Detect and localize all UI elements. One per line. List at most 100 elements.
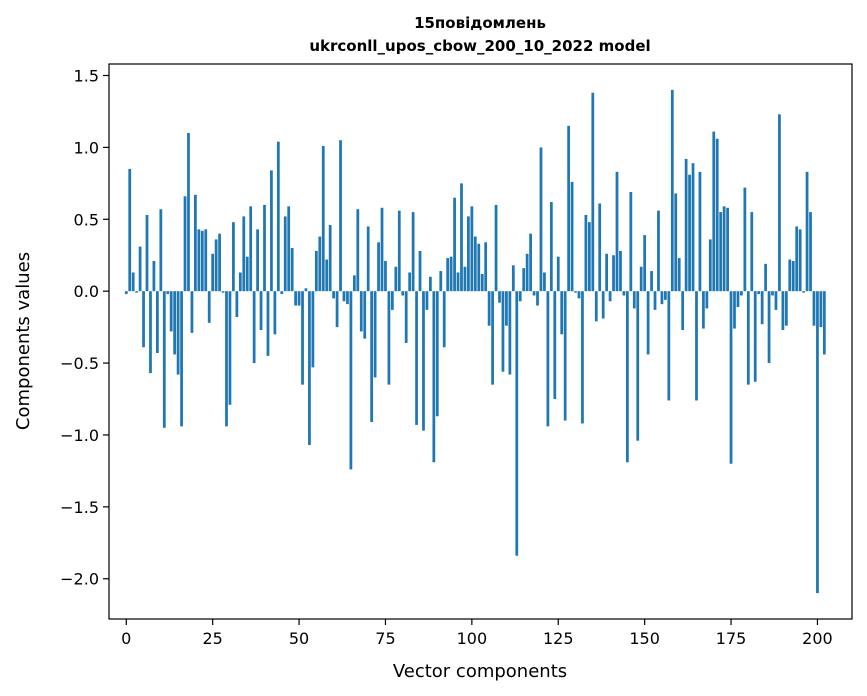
bar-component-44 xyxy=(276,141,280,292)
bar-component-82 xyxy=(408,272,412,292)
bar-component-136 xyxy=(594,291,598,322)
bar-component-67 xyxy=(356,209,360,292)
bar-component-12 xyxy=(166,291,170,295)
x-ticks-group: 0 25 50 75 100 125 150 175 200 xyxy=(121,619,833,648)
bar-component-38 xyxy=(256,229,259,292)
bar-component-2 xyxy=(131,272,135,292)
bar-component-71 xyxy=(370,291,374,423)
bar-component-45 xyxy=(280,291,284,295)
bar-component-151 xyxy=(646,291,650,355)
x-tick-label: 200 xyxy=(802,629,833,648)
bar-component-178 xyxy=(740,291,743,296)
bar-component-35 xyxy=(245,256,249,292)
bar-component-13 xyxy=(169,291,173,332)
bar-component-25 xyxy=(211,253,215,292)
bar-component-51 xyxy=(301,291,304,385)
bar-component-187 xyxy=(771,291,774,296)
bar-component-135 xyxy=(591,92,595,292)
bar-component-40 xyxy=(263,204,266,292)
bar-component-49 xyxy=(294,291,297,306)
bar-component-147 xyxy=(632,291,636,309)
bar-component-150 xyxy=(643,235,647,292)
bar-component-118 xyxy=(532,291,536,296)
y-tick-label: −0.5 xyxy=(60,354,99,373)
y-tick-label: −1.5 xyxy=(60,498,99,517)
bar-component-142 xyxy=(615,171,619,292)
bar-component-6 xyxy=(145,214,149,292)
bar-component-93 xyxy=(446,258,450,292)
bar-component-105 xyxy=(487,291,491,326)
bar-component-168 xyxy=(705,291,709,309)
bar-component-34 xyxy=(242,216,246,292)
bar-component-137 xyxy=(598,203,602,292)
bar-component-62 xyxy=(339,140,342,292)
bar-component-47 xyxy=(287,206,291,292)
bar-component-123 xyxy=(549,202,553,292)
bar-component-80 xyxy=(401,291,405,296)
bar-component-55 xyxy=(314,250,318,292)
bar-component-104 xyxy=(484,242,488,292)
bar-component-174 xyxy=(726,207,729,292)
bar-component-148 xyxy=(636,291,640,441)
bar-component-7 xyxy=(149,291,152,374)
bar-component-43 xyxy=(273,291,277,335)
bar-component-193 xyxy=(791,260,795,292)
bar-component-48 xyxy=(290,248,294,292)
bar-component-54 xyxy=(311,291,315,368)
bar-component-102 xyxy=(477,243,481,292)
plot-frame xyxy=(108,63,853,620)
bar-component-169 xyxy=(708,239,712,292)
bar-component-191 xyxy=(784,291,788,326)
bar-component-195 xyxy=(798,229,802,292)
bar-component-109 xyxy=(501,291,505,372)
bar-component-159 xyxy=(674,193,678,292)
bar-component-170 xyxy=(712,131,716,292)
bar-component-163 xyxy=(688,174,691,292)
bar-component-46 xyxy=(283,216,287,292)
bar-component-106 xyxy=(491,291,494,385)
bar-component-158 xyxy=(670,89,674,292)
bar-component-143 xyxy=(619,250,622,292)
bar-component-99 xyxy=(467,216,470,292)
bar-component-53 xyxy=(308,291,311,446)
bar-component-24 xyxy=(207,291,211,323)
bar-component-122 xyxy=(546,291,550,427)
bar-component-112 xyxy=(511,265,515,292)
bar-component-70 xyxy=(366,226,370,292)
bar-component-124 xyxy=(553,291,557,400)
bar-component-128 xyxy=(567,125,570,292)
bar-component-198 xyxy=(809,212,812,292)
bar-component-39 xyxy=(259,291,263,330)
bar-component-27 xyxy=(218,233,221,292)
bar-component-32 xyxy=(235,291,239,318)
bar-component-5 xyxy=(142,291,145,348)
bars-group xyxy=(124,89,826,594)
bar-component-110 xyxy=(505,291,508,326)
bar-component-65 xyxy=(349,291,353,470)
bar-component-194 xyxy=(795,226,799,292)
bar-component-144 xyxy=(622,291,626,296)
bar-component-73 xyxy=(377,242,380,292)
bar-component-189 xyxy=(778,114,781,292)
bar-component-66 xyxy=(352,275,356,292)
bar-component-192 xyxy=(788,259,792,292)
bar-component-181 xyxy=(750,212,754,292)
bar-component-175 xyxy=(729,291,733,464)
bar-component-199 xyxy=(812,291,816,326)
bar-component-127 xyxy=(563,291,567,421)
y-tick-label: 1.5 xyxy=(74,67,99,86)
bar-component-156 xyxy=(664,291,667,300)
bar-component-113 xyxy=(515,291,519,556)
bar-component-141 xyxy=(612,255,615,292)
bar-component-115 xyxy=(522,268,526,292)
bar-component-85 xyxy=(418,250,422,292)
y-tick-label: 0.5 xyxy=(74,210,99,229)
x-tick-label: 50 xyxy=(289,629,309,648)
x-tick-label: 150 xyxy=(629,629,660,648)
bar-component-100 xyxy=(470,206,474,292)
bar-component-18 xyxy=(187,133,190,292)
bar-component-23 xyxy=(204,229,208,292)
bar-component-165 xyxy=(695,291,698,401)
bar-component-76 xyxy=(387,291,391,385)
